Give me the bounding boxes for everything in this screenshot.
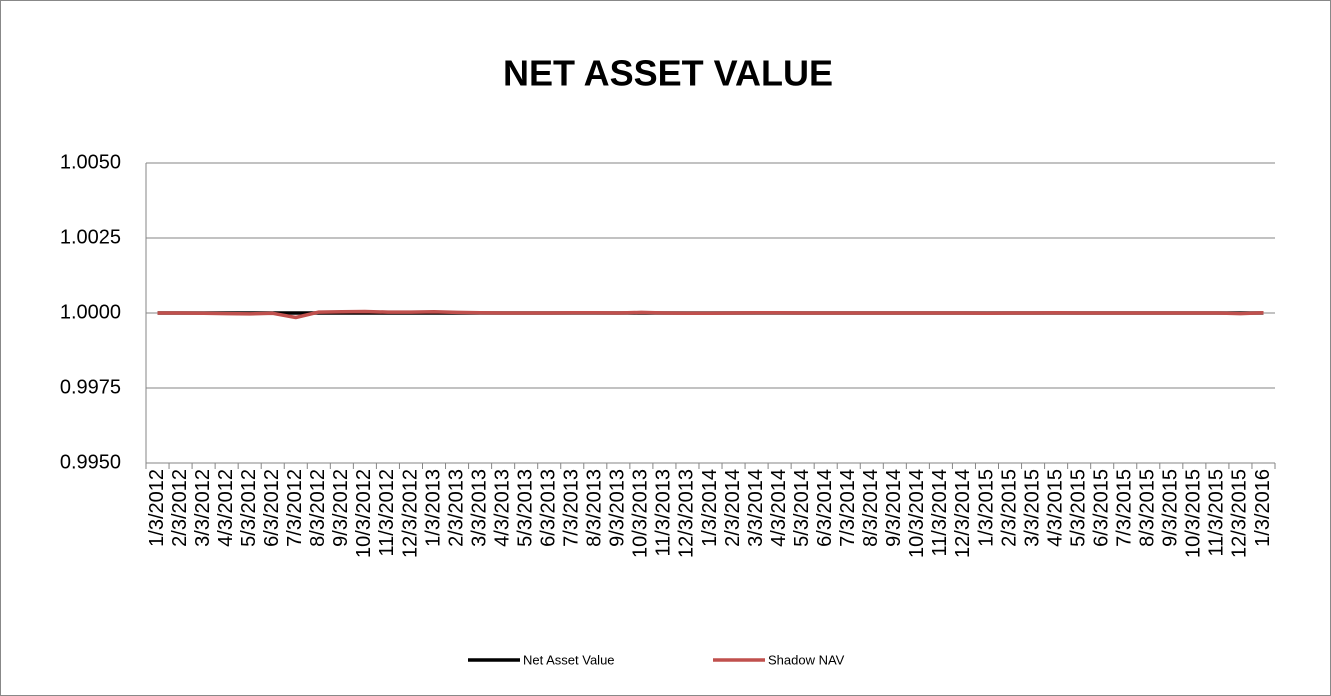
x-tick-label: 11/3/2015 [1206,469,1228,557]
chart-title: NET ASSET VALUE [503,53,833,94]
x-tick-label: 2/3/2013 [445,469,467,547]
y-tick-label: 0.9975 [60,376,121,398]
y-tick-label: 1.0025 [60,226,121,248]
x-tick-label: 4/3/2012 [215,469,237,547]
x-tick-label: 4/3/2013 [491,469,513,547]
x-tick-label: 10/3/2013 [630,469,652,558]
x-tick-label: 4/3/2015 [1044,469,1066,547]
x-tick-label: 3/3/2012 [192,469,214,547]
x-tick-label: 9/3/2013 [607,469,629,547]
x-tick-label: 3/3/2015 [1021,469,1043,547]
x-tick-label: 7/3/2014 [837,469,859,547]
x-tick-label: 5/3/2012 [238,469,260,547]
x-tick-label: 1/3/2012 [146,469,168,547]
x-tick-label: 12/3/2012 [399,469,421,558]
x-tick-label: 12/3/2013 [676,469,698,558]
x-tick-label: 10/3/2012 [353,469,375,558]
x-tick-label: 10/3/2014 [906,469,928,558]
x-tick-label: 10/3/2015 [1183,469,1205,558]
x-tick-label: 1/3/2016 [1252,469,1274,547]
y-tick-label: 0.9950 [60,451,121,473]
legend-label: Net Asset Value [523,652,615,667]
x-tick-label: 7/3/2013 [561,469,583,547]
x-tick-label: 2/3/2015 [998,469,1020,547]
x-tick-label: 5/3/2015 [1067,469,1089,547]
x-tick-label: 5/3/2013 [514,469,536,547]
y-tick-label: 1.0000 [60,301,121,323]
x-tick-label: 4/3/2014 [768,469,790,547]
x-tick-label: 2/3/2012 [169,469,191,547]
x-tick-label: 2/3/2014 [722,469,744,547]
x-tick-label: 9/3/2012 [330,469,352,547]
x-tick-label: 3/3/2014 [745,469,767,547]
x-tick-label: 3/3/2013 [468,469,490,547]
series-line [157,309,1264,320]
x-tick-label: 8/3/2012 [307,469,329,547]
x-tick-label: 11/3/2012 [376,469,398,557]
x-tick-label: 1/3/2014 [699,469,721,547]
x-tick-label: 11/3/2013 [653,469,675,557]
x-tick-label: 12/3/2015 [1229,469,1251,558]
x-tick-label: 6/3/2014 [814,469,836,547]
legend-label: Shadow NAV [768,652,845,667]
x-tick-label: 12/3/2014 [952,469,974,558]
x-tick-label: 8/3/2014 [860,469,882,547]
y-tick-label: 1.0050 [60,151,121,173]
x-tick-label: 1/3/2015 [975,469,997,547]
x-tick-label: 9/3/2015 [1160,469,1182,547]
x-tick-label: 8/3/2015 [1137,469,1159,547]
x-tick-label: 5/3/2014 [791,469,813,547]
x-tick-label: 8/3/2013 [584,469,606,547]
x-tick-label: 7/3/2015 [1114,469,1136,547]
x-tick-label: 6/3/2015 [1090,469,1112,547]
x-tick-label: 6/3/2012 [261,469,283,547]
x-tick-label: 1/3/2013 [422,469,444,547]
x-tick-label: 9/3/2014 [883,469,905,547]
x-tick-label: 11/3/2014 [929,469,951,557]
x-tick-label: 6/3/2013 [537,469,559,547]
x-tick-label: 7/3/2012 [284,469,306,547]
